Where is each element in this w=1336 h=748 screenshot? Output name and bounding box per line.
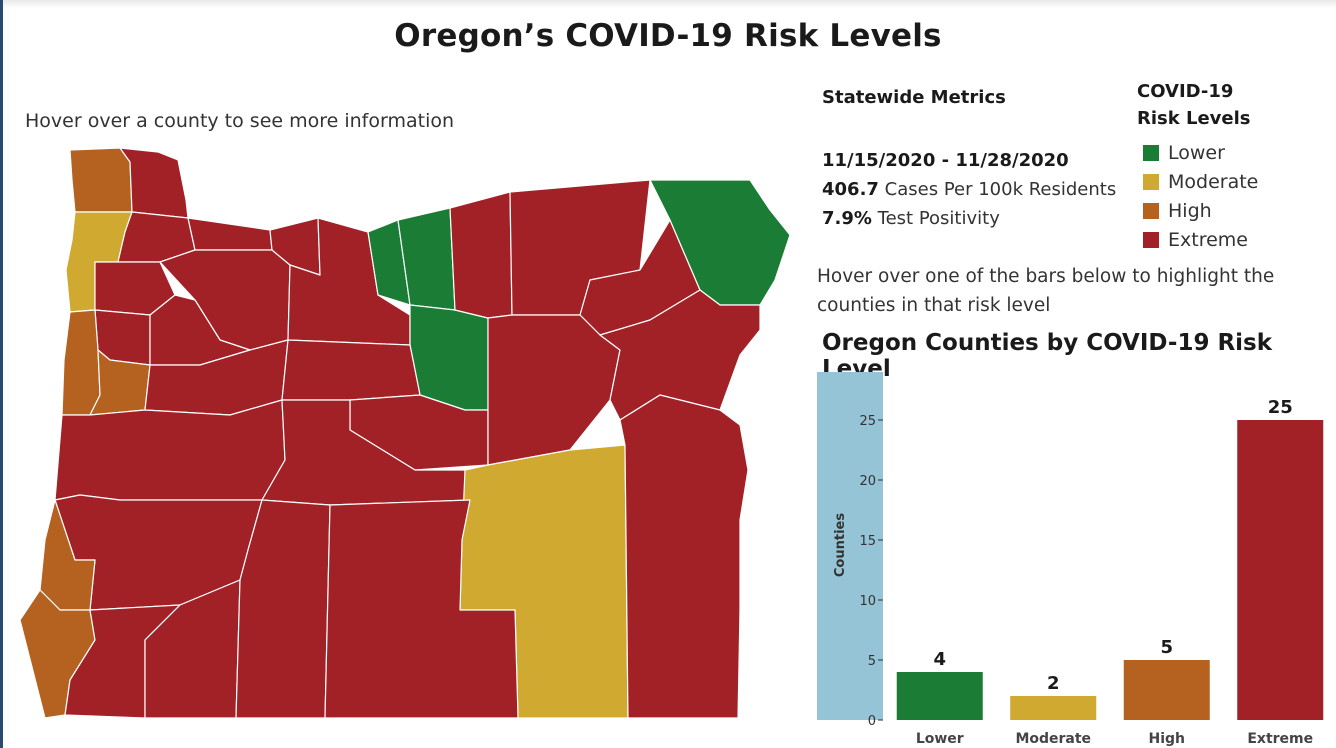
county-lincoln[interactable]	[61, 309, 101, 416]
legend-item-lower[interactable]: Lower	[1143, 138, 1258, 167]
x-category-label: High	[1148, 731, 1185, 747]
metric-positivity: 7.9% Test Positivity	[822, 208, 1000, 229]
legend-swatch-extreme	[1143, 231, 1159, 248]
bar-value-label: 25	[1268, 397, 1293, 418]
y-axis-title: Counties	[833, 513, 848, 577]
county-morrow[interactable]	[449, 191, 513, 319]
metrics-date-range: 11/15/2020 - 11/28/2020	[822, 150, 1069, 171]
y-axis-band	[817, 372, 883, 720]
risk-legend: Lower Moderate High Extreme	[1143, 138, 1258, 254]
y-tick-label: 25	[859, 414, 876, 429]
x-category-label: Lower	[916, 731, 964, 747]
y-tick-label: 0	[868, 714, 876, 729]
county-clatsop[interactable]	[69, 147, 133, 213]
y-tick-label: 20	[859, 474, 876, 489]
bar-value-label: 5	[1160, 637, 1173, 658]
legend-label-extreme: Extreme	[1168, 228, 1248, 251]
top-strip	[0, 0, 1336, 8]
bar-high[interactable]	[1123, 660, 1210, 720]
bar-hint: Hover over one of the bars below to high…	[817, 266, 1275, 316]
map-hint: Hover over a county to see more informat…	[25, 110, 455, 132]
bar-chart-title: Oregon Counties by COVID-19 Risk Level	[822, 330, 1273, 382]
legend-title-line1: COVID-19	[1137, 81, 1234, 102]
legend-label-moderate: Moderate	[1168, 170, 1259, 193]
legend-item-extreme[interactable]: Extreme	[1143, 225, 1258, 254]
positivity-label: Test Positivity	[877, 208, 1000, 229]
legend-swatch-moderate	[1143, 173, 1159, 190]
bar-moderate[interactable]	[1010, 696, 1097, 720]
cases-label: Cases Per 100k Residents	[884, 179, 1117, 200]
statewide-metrics-heading: Statewide Metrics	[822, 87, 1006, 108]
county-lake[interactable]	[324, 499, 519, 719]
bar-value-label: 4	[933, 649, 946, 670]
county-baker[interactable]	[599, 289, 761, 421]
county-columbia[interactable]	[119, 147, 189, 219]
county-multnomah[interactable]	[187, 217, 273, 251]
x-category-label: Moderate	[1015, 731, 1091, 747]
county-grant[interactable]	[487, 314, 621, 466]
legend-swatch-high	[1143, 202, 1159, 219]
x-category-label: Extreme	[1247, 731, 1313, 747]
legend-label-high: High	[1168, 199, 1212, 222]
bar-lower[interactable]	[896, 672, 983, 720]
legend-title-line2: Risk Levels	[1137, 108, 1251, 129]
legend-item-high[interactable]: High	[1143, 196, 1258, 225]
legend-swatch-lower	[1143, 144, 1159, 161]
county-malheur[interactable]	[619, 394, 749, 719]
dashboard-title: Oregon’s COVID-19 Risk Levels	[394, 18, 942, 54]
y-tick-label: 5	[868, 654, 876, 669]
legend-title: COVID-19 Risk Levels	[1137, 78, 1250, 132]
left-rule	[0, 0, 3, 748]
county-lane[interactable]	[54, 399, 286, 501]
legend-label-lower: Lower	[1168, 141, 1225, 164]
county-wheeler[interactable]	[409, 304, 489, 411]
bar-extreme[interactable]	[1237, 420, 1324, 720]
county-wallowa[interactable]	[649, 179, 791, 306]
legend-item-moderate[interactable]: Moderate	[1143, 167, 1258, 196]
oregon-county-map[interactable]	[0, 140, 800, 748]
county-jackson[interactable]	[144, 579, 241, 719]
risk-level-bar-chart: Counties 0 5 10 15 20 25 4 Lower 2 Moderate 5 High 25…	[817, 372, 1324, 747]
metric-cases: 406.7 Cases Per 100k Residents	[822, 179, 1116, 200]
bar-value-label: 2	[1047, 673, 1060, 694]
county-jefferson[interactable]	[281, 339, 421, 401]
y-tick-label: 10	[859, 594, 876, 609]
y-tick-label: 15	[859, 534, 876, 549]
cases-value: 406.7	[822, 179, 879, 200]
positivity-value: 7.9%	[822, 208, 872, 229]
